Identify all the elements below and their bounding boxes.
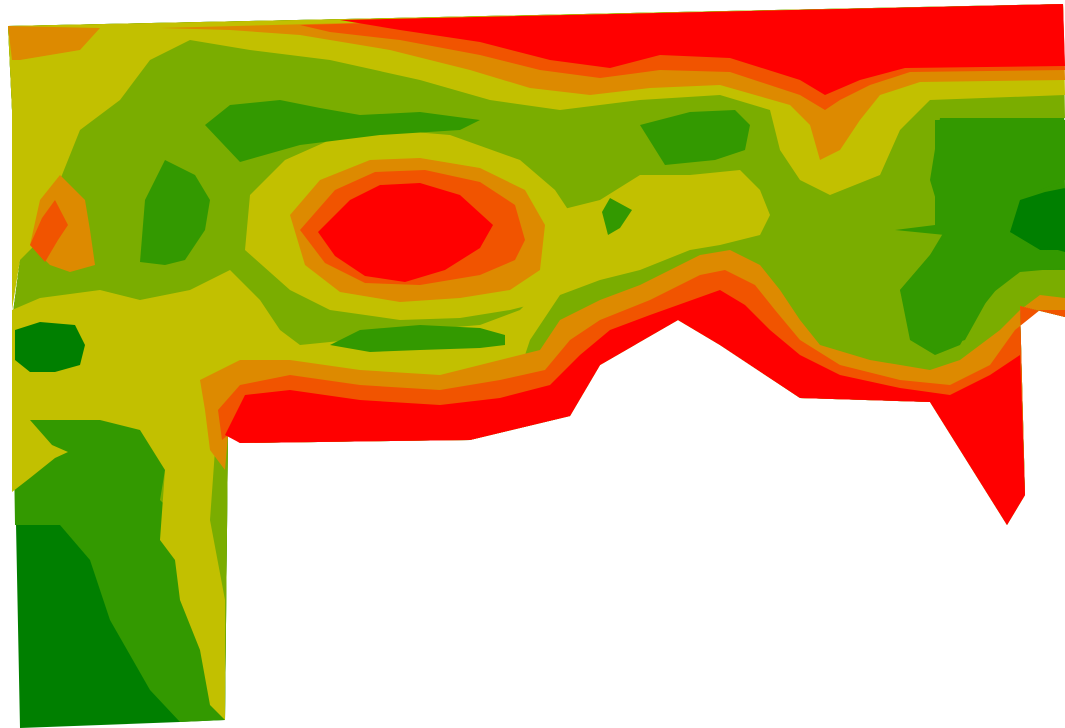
center-hotspot-core [318, 183, 493, 282]
zone-level-2-pocket-far-right [895, 120, 1065, 350]
zone-level-2-pocket-upper-mid [205, 100, 480, 162]
zone-level-5-corner [8, 26, 100, 60]
zone-level-2-pocket-lower-mid [330, 325, 505, 352]
zone-level-2-pocket-left-center [140, 160, 210, 265]
zone-level-2-pocket-right-upper [640, 110, 750, 165]
zone-level-6-left-pocket [30, 200, 68, 262]
zone-level-7-south [225, 290, 1025, 525]
zone-level-2-pocket-small [602, 198, 632, 235]
zone-level-7-north [340, 4, 1065, 95]
zone-level-4-pocket-left [12, 410, 68, 492]
zone-level-1-pocket-far-right [1010, 188, 1065, 252]
zone-level-1-pocket-left [15, 322, 85, 372]
